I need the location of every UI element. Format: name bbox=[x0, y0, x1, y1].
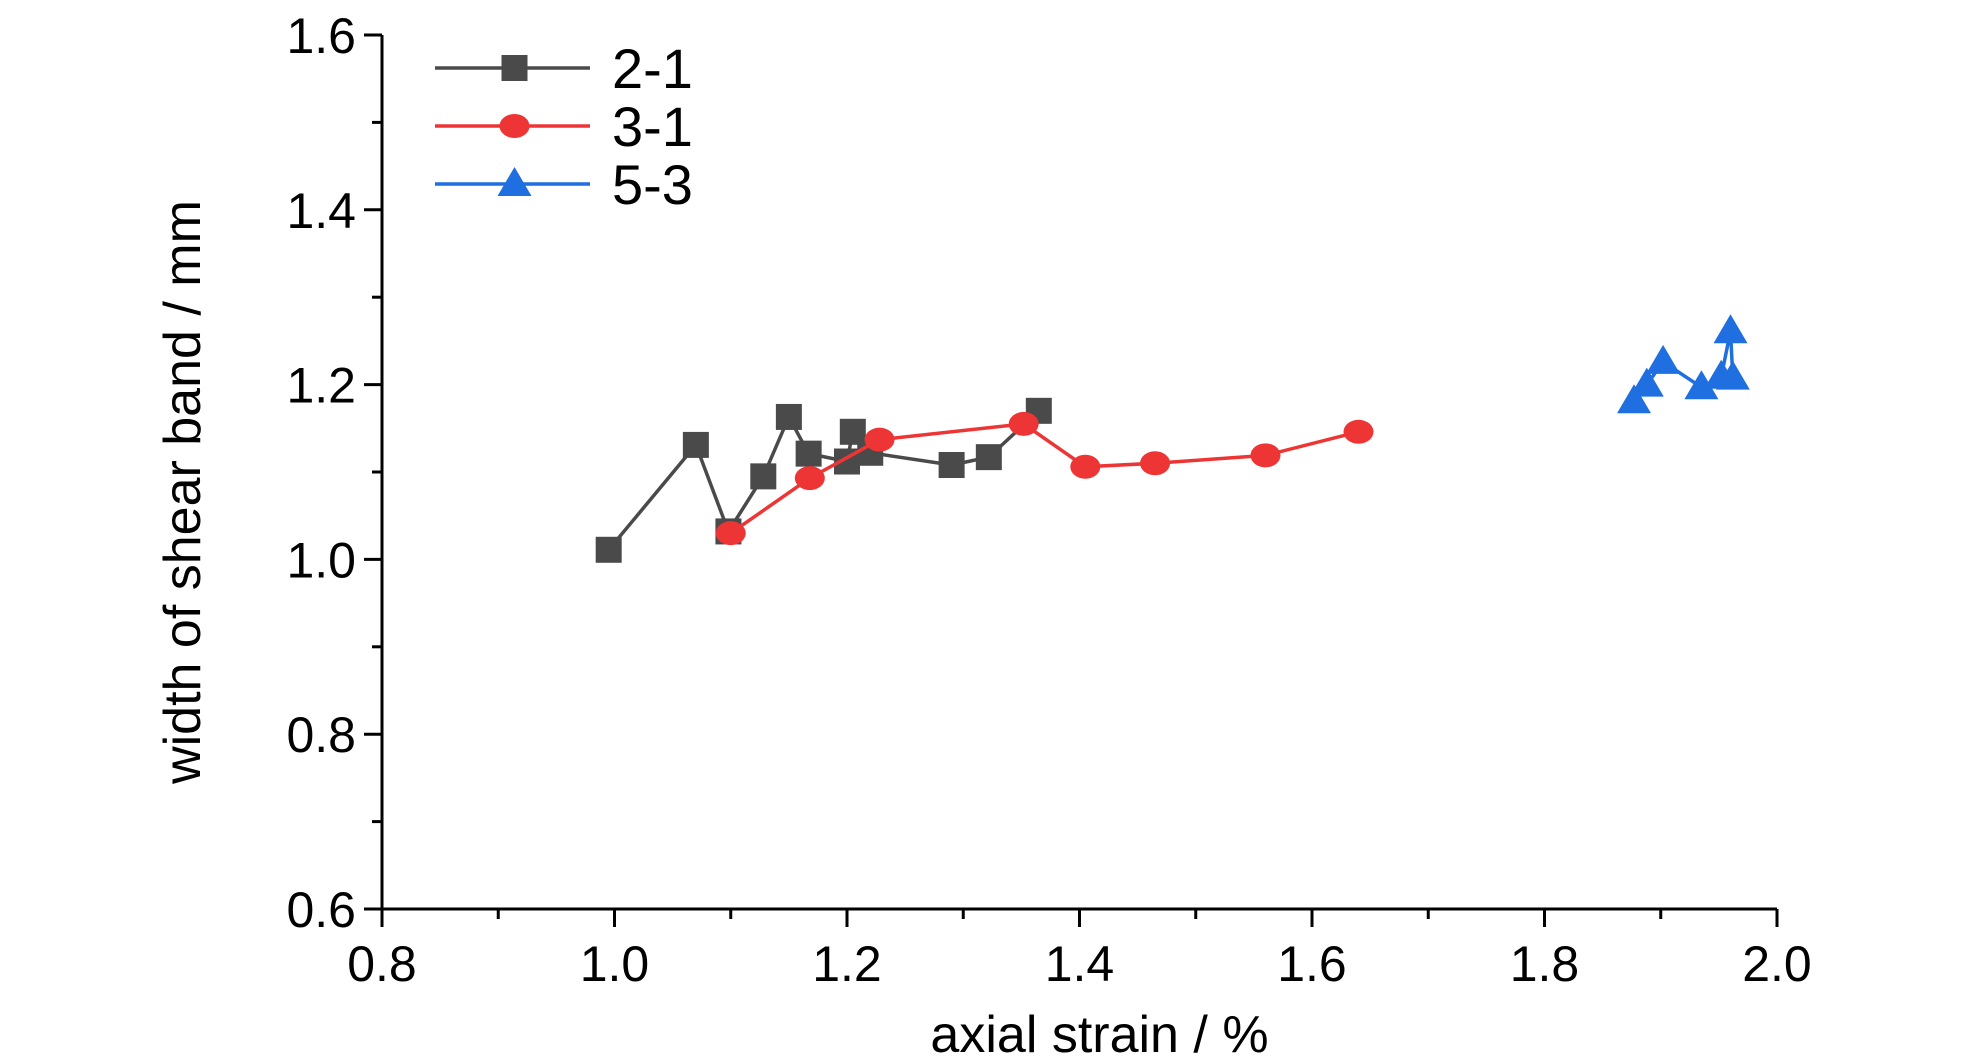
x-tick-label: 1.4 bbox=[1045, 936, 1115, 992]
data-point bbox=[1684, 370, 1719, 400]
data-point bbox=[715, 521, 746, 546]
legend-label: 3-1 bbox=[612, 95, 693, 158]
series-5-3 bbox=[1617, 314, 1750, 414]
data-point bbox=[975, 444, 1002, 471]
y-axis-title: width of shear band / mm bbox=[154, 200, 212, 785]
series-3-1 bbox=[715, 411, 1374, 546]
x-tick-label: 2.0 bbox=[1742, 936, 1812, 992]
data-point bbox=[682, 431, 709, 458]
axes: 0.8 1.0 1.2 1.4 1.6 1.8 2.00.60.81.01.21.41.6a… bbox=[154, 8, 1812, 1063]
data-point bbox=[864, 427, 895, 452]
legend-marker bbox=[499, 114, 530, 138]
data-point bbox=[1008, 411, 1039, 436]
data-point bbox=[795, 440, 822, 467]
y-tick-label: 0.8 bbox=[286, 707, 356, 763]
data-point bbox=[1713, 314, 1748, 344]
data-point bbox=[775, 403, 802, 430]
x-tick-label: 1.2 bbox=[812, 936, 882, 992]
series-2-1 bbox=[595, 397, 1052, 563]
data-point bbox=[1646, 344, 1681, 374]
x-tick-label: 0.8 bbox=[347, 936, 417, 992]
data-point bbox=[1070, 454, 1101, 479]
data-point bbox=[938, 452, 965, 479]
series-line bbox=[729, 422, 1359, 535]
legend-label: 5-3 bbox=[612, 153, 693, 216]
x-tick-label: 1.8 bbox=[1510, 936, 1580, 992]
legend-marker bbox=[501, 55, 528, 81]
data-point bbox=[794, 466, 825, 491]
y-tick-label: 1.6 bbox=[286, 8, 356, 64]
data-point bbox=[1250, 443, 1281, 468]
x-tick-label: 1.6 bbox=[1277, 936, 1347, 992]
legend-item: 2-1 bbox=[435, 37, 693, 100]
data-point bbox=[750, 463, 777, 490]
data-point bbox=[1617, 384, 1652, 414]
data-point bbox=[595, 536, 622, 563]
legend-marker bbox=[497, 167, 532, 196]
data-point bbox=[1715, 360, 1750, 390]
x-axis-title: axial strain / % bbox=[930, 1006, 1268, 1063]
x-tick-label: 1.0 bbox=[580, 936, 650, 992]
data-point bbox=[1140, 451, 1171, 476]
legend-label: 2-1 bbox=[612, 37, 693, 100]
data-point bbox=[1629, 367, 1664, 397]
plot-series bbox=[595, 314, 1750, 563]
legend: 2-13-15-3 bbox=[435, 37, 693, 216]
y-tick-label: 1.0 bbox=[286, 532, 356, 588]
legend-item: 3-1 bbox=[435, 95, 693, 158]
y-tick-label: 0.6 bbox=[286, 882, 356, 938]
data-point bbox=[1343, 419, 1374, 444]
y-tick-label: 1.2 bbox=[286, 358, 356, 414]
y-tick-label: 1.4 bbox=[286, 183, 356, 239]
legend-item: 5-3 bbox=[435, 153, 693, 216]
